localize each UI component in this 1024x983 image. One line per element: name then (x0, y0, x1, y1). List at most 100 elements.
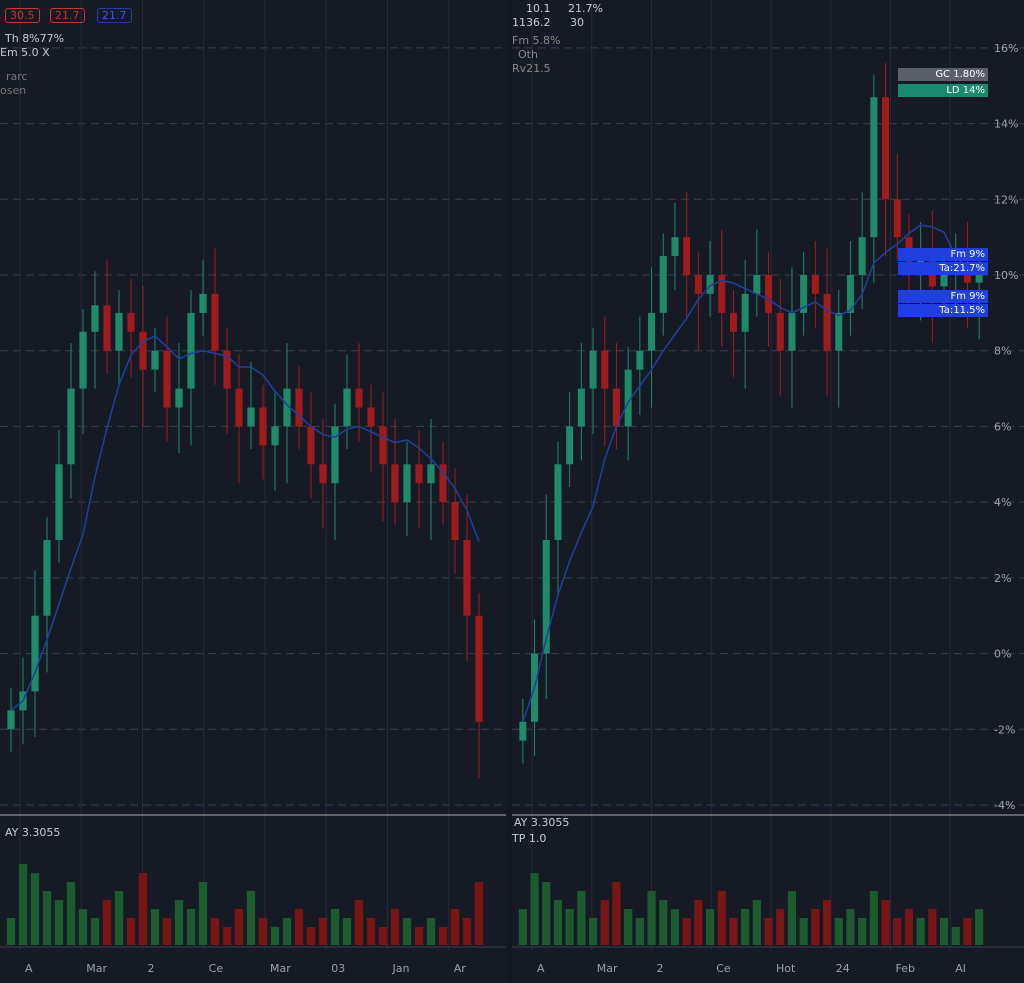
volume-bar (90, 918, 100, 945)
volume-bar (600, 900, 609, 945)
volume-bar (198, 882, 208, 945)
y-tick-label: 2% (994, 572, 1011, 585)
x-tick-label: Mar (597, 962, 618, 975)
x-tick-label: Mar (86, 962, 107, 975)
volume-bar (881, 900, 890, 945)
candle-body (846, 275, 854, 313)
left-chart-pane[interactable]: A Mar 2 Ce Mar 03 Jan Ar 30.5 21.7 21.7 Th 8%77… (0, 0, 506, 983)
volume-bar (612, 882, 621, 945)
volume-bar (162, 918, 172, 945)
volume-bar (893, 918, 902, 945)
symbol-badge-2[interactable]: 21.7 (50, 8, 85, 23)
volume-bar (776, 909, 785, 945)
legend-line: rarc (6, 70, 28, 83)
volume-bar (378, 927, 388, 945)
x-tick-label: 2 (148, 962, 155, 975)
candle-body (427, 464, 435, 484)
volume-bar (951, 927, 960, 945)
candle-body (259, 407, 267, 446)
x-tick-label: Al (955, 962, 966, 975)
candle-body (870, 97, 878, 238)
x-tick-label: Ce (209, 962, 224, 975)
candle-body (403, 464, 411, 503)
legend-line: Em 5.0 X (0, 46, 50, 59)
y-tick-label: 4% (994, 496, 1011, 509)
x-tick-label: Hot (776, 962, 796, 975)
x-tick-label: A (25, 962, 33, 975)
candle-body (636, 350, 644, 370)
volume-bar (462, 918, 472, 945)
volume-bar (18, 864, 28, 945)
candle-body (79, 331, 87, 389)
volume-bar (222, 927, 232, 945)
x-tick-label: Ar (454, 962, 467, 975)
volume-bar (635, 918, 644, 945)
volume-bar (330, 909, 340, 945)
symbol-badge-3[interactable]: 21.7 (97, 8, 132, 23)
candle-body (577, 388, 585, 427)
volume-bar (306, 927, 316, 945)
volume-bar (270, 927, 280, 945)
legend-value: 21.7% (568, 2, 603, 15)
candle-body (753, 275, 761, 294)
y-tick-label: 16% (994, 42, 1018, 55)
candle-body (554, 464, 562, 540)
volume-bar (114, 891, 124, 945)
candle-body (283, 388, 291, 427)
volume-bar (916, 918, 925, 945)
volume-bar (150, 909, 160, 945)
candle-body (788, 312, 796, 351)
y-tick-label: 14% (994, 118, 1018, 131)
volume-bar (318, 918, 328, 945)
legend-line: Oth (518, 48, 538, 61)
candle-body (776, 312, 784, 351)
candle-body (391, 464, 399, 503)
right-chart-pane[interactable]: A Mar 2 Ce Hot 24 Feb Al 16% 14% 12% 10% 8% 6% 4% 2% 0% -… (512, 0, 1024, 983)
price-tag-ta-2: Ta:11.5% (898, 304, 988, 317)
candle-body (463, 540, 471, 616)
volume-bar (799, 918, 808, 945)
left-chart[interactable]: A Mar 2 Ce Mar 03 Jan Ar (0, 0, 506, 983)
right-chart[interactable]: A Mar 2 Ce Hot 24 Feb Al 16% 14% 12% 10% 8% 6% 4% 2% 0% -… (512, 0, 1024, 983)
candle-body (199, 293, 207, 313)
y-tick-label: 12% (994, 193, 1018, 206)
candle-body (706, 275, 714, 294)
candle-body (235, 388, 243, 427)
candle-body (882, 97, 890, 200)
volume-bar (647, 891, 656, 945)
candle-body (601, 350, 609, 389)
volume-bar (624, 909, 633, 945)
volume-bar (126, 918, 136, 945)
legend-line: Fm 5.8% (512, 34, 561, 47)
candle-body (624, 369, 632, 427)
candle-body (151, 350, 159, 370)
candle-body (439, 464, 447, 503)
volume-legend: AY 3.3055 (514, 816, 570, 829)
symbol-badge[interactable]: 30.5 (5, 8, 40, 23)
candle-body (367, 407, 375, 427)
volume-bar (42, 891, 52, 945)
volume-bar (102, 900, 112, 945)
candle-body (271, 426, 279, 446)
candle-body (163, 350, 171, 408)
volume-bar (78, 909, 88, 945)
volume-bar (846, 909, 855, 945)
candle-body (91, 305, 99, 332)
candle-body (835, 312, 843, 351)
x-tick-label: Ce (716, 962, 731, 975)
volume-bar (174, 900, 184, 945)
candle-body (893, 199, 901, 238)
volume-legend-2: TP 1.0 (512, 832, 547, 845)
candle-body (858, 237, 866, 275)
candle-body (729, 312, 737, 332)
candle-body (187, 312, 195, 389)
volume-legend: AY 3.3055 (5, 826, 61, 839)
volume-bar (30, 873, 40, 945)
candle-body (566, 426, 574, 465)
candle-body (175, 388, 183, 408)
volume-bar (869, 891, 878, 945)
price-tag-ld: LD 14% (898, 84, 988, 97)
moving-average-line (522, 224, 980, 722)
candle-body (451, 502, 459, 540)
candle-body (331, 426, 339, 484)
